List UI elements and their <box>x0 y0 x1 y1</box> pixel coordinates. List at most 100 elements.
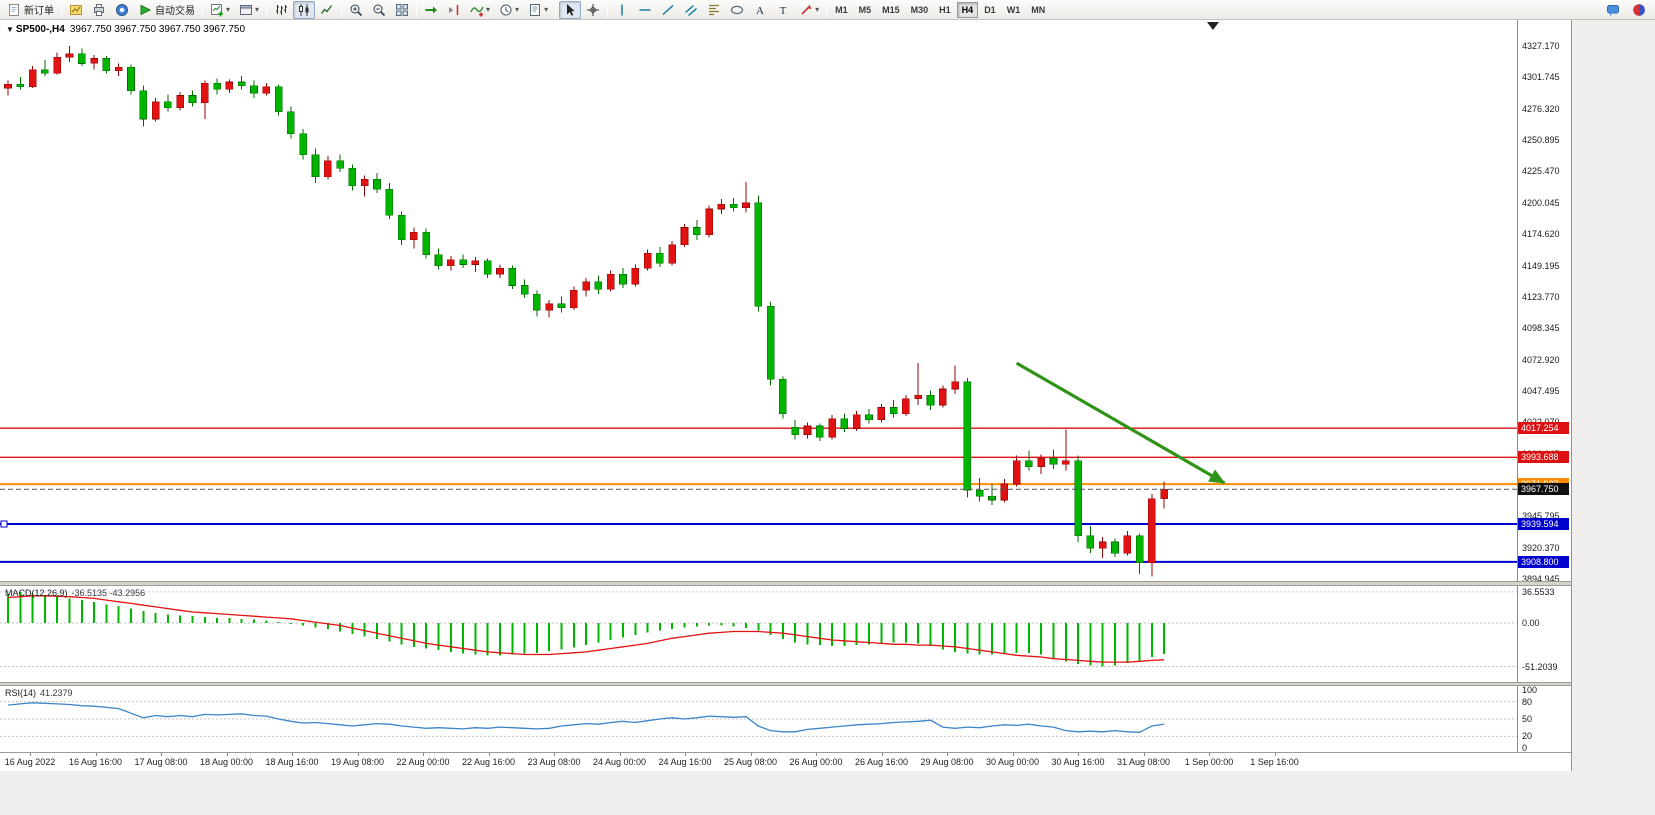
toolbar-group: 自动交易 <box>65 1 199 19</box>
profiles-button[interactable]: ▾ <box>235 1 263 19</box>
time-label: 1 Sep 00:00 <box>1184 757 1234 767</box>
charts-icon <box>69 3 83 17</box>
time-label: 22 Aug 16:00 <box>461 757 516 767</box>
macd-indicator-panel[interactable] <box>0 586 1517 682</box>
timeframe-m1-button[interactable]: M1 <box>835 4 848 15</box>
new-chart-button[interactable]: ▾ <box>206 1 234 19</box>
vline-icon <box>615 3 629 17</box>
time-tick <box>357 753 359 756</box>
charts-button[interactable] <box>65 1 87 19</box>
line-handle[interactable] <box>0 520 8 528</box>
timeframe-d1-button[interactable]: D1 <box>984 4 996 15</box>
macd-histogram <box>7 592 1166 667</box>
price-tick-label: 4276.320 <box>1522 103 1560 114</box>
time-label: 24 Aug 16:00 <box>658 757 712 767</box>
price-chart[interactable] <box>0 20 1517 581</box>
price-tick-label: 3920.370 <box>1522 542 1560 553</box>
trendline-button[interactable] <box>657 1 679 19</box>
ohlc-values: 3967.750 3967.750 3967.750 3967.750 <box>69 24 246 35</box>
timeframe-h1-button[interactable]: H1 <box>939 4 951 15</box>
autotrading-button[interactable]: 自动交易 <box>134 1 199 19</box>
toolbar-group <box>270 0 338 19</box>
tile-windows-icon <box>395 3 409 17</box>
time-tick <box>161 753 162 756</box>
toolbar-separator <box>266 2 268 17</box>
print-button[interactable] <box>88 1 110 19</box>
rsi-scale-label: 100 <box>1522 685 1538 695</box>
price-tick-label: 4098.345 <box>1522 323 1560 334</box>
line-chart-button[interactable] <box>316 1 338 19</box>
candlestick-button[interactable] <box>293 0 316 19</box>
vertical-line-button[interactable] <box>611 1 633 19</box>
label-icon: T <box>776 3 790 17</box>
text-button[interactable]: A <box>749 1 771 19</box>
timeframe-m15-button[interactable]: M15 <box>882 4 900 15</box>
time-label: 18 Aug 16:00 <box>265 757 319 767</box>
price-tick-label: 4250.895 <box>1522 135 1560 146</box>
auto-scroll-button[interactable] <box>420 1 442 19</box>
dropdown-caret-icon: ▾ <box>515 5 520 14</box>
new-order-button[interactable]: 新订单 <box>3 1 58 19</box>
periods-button[interactable]: ▾ <box>495 1 523 19</box>
price-tag-3939.594: 3939.594 <box>1518 518 1569 530</box>
arrows-button[interactable]: ▾ <box>795 1 823 19</box>
tile-windows-button[interactable] <box>391 1 413 19</box>
one-click-collapse-icon[interactable]: ▼ <box>6 25 14 34</box>
bar-chart-button[interactable] <box>270 1 292 19</box>
toolbar-group <box>559 0 604 19</box>
shapes-button[interactable] <box>726 1 748 19</box>
price-tag-3993.688: 3993.688 <box>1518 451 1569 464</box>
zoom-in-button[interactable] <box>345 1 367 19</box>
new-order-icon <box>7 3 21 17</box>
time-tick <box>30 753 31 756</box>
time-tick <box>881 753 883 756</box>
timeframe-w1-button[interactable]: W1 <box>1006 4 1021 15</box>
panel-divider[interactable] <box>0 581 1571 586</box>
time-label: 26 Aug 00:00 <box>789 757 843 767</box>
toolbar-group: A T ▾ <box>611 1 823 19</box>
channel-button[interactable] <box>680 1 702 19</box>
indicators-icon <box>470 3 484 17</box>
bar-chart-icon <box>274 3 288 17</box>
chart-shift-marker[interactable] <box>1207 22 1219 30</box>
timeframe-h4-button[interactable]: H4 <box>956 1 979 18</box>
price-tick-label: 4327.170 <box>1522 41 1560 51</box>
time-label: 25 Aug 08:00 <box>723 757 778 767</box>
timeframe-m5-button[interactable]: M5 <box>858 4 872 15</box>
text-label-button[interactable]: T <box>772 1 794 19</box>
cursor-button[interactable] <box>559 0 582 19</box>
macd-scale-label: -51.2039 <box>1522 661 1558 672</box>
auto-scroll-icon <box>424 3 438 17</box>
rsi-name: RSI(14) <box>5 688 37 698</box>
panel-divider[interactable] <box>0 682 1571 686</box>
time-label: 29 Aug 08:00 <box>920 757 974 767</box>
time-label: 31 Aug 08:00 <box>1116 757 1171 767</box>
indicators-button[interactable]: ▾ <box>466 1 494 19</box>
chart-shift-button[interactable] <box>443 1 465 19</box>
candles <box>4 46 1168 577</box>
metaquotes-button[interactable] <box>1628 1 1650 19</box>
price-tag-4017.254: 4017.254 <box>1518 422 1569 435</box>
macd-signal-line <box>7 595 1165 663</box>
community-button[interactable] <box>111 1 133 19</box>
timeframe-mn-button[interactable]: MN <box>1031 4 1046 15</box>
fibonacci-button[interactable] <box>703 1 725 19</box>
rsi-indicator-panel[interactable] <box>0 686 1517 752</box>
window-icon <box>239 3 253 17</box>
zoom-out-button[interactable] <box>368 1 390 19</box>
arrows-icon <box>799 3 813 17</box>
toolbar-right-group <box>1602 1 1652 19</box>
rsi-scale-label: 0 <box>1522 743 1528 753</box>
chat-icon <box>1606 3 1620 17</box>
time-label: 16 Aug 16:00 <box>68 757 123 767</box>
horizontal-line-button[interactable] <box>634 1 656 19</box>
chat-button[interactable] <box>1602 1 1624 19</box>
crosshair-button[interactable] <box>582 1 604 19</box>
trend-arrow[interactable] <box>1015 361 1226 485</box>
templates-button[interactable]: ▾ <box>524 1 552 19</box>
rsi-value: 41.2379 <box>40 688 73 698</box>
hline-icon <box>638 3 652 17</box>
dropdown-caret-icon: ▾ <box>544 5 549 14</box>
time-label: 23 Aug 08:00 <box>527 757 581 767</box>
timeframe-m30-button[interactable]: M30 <box>910 4 929 15</box>
